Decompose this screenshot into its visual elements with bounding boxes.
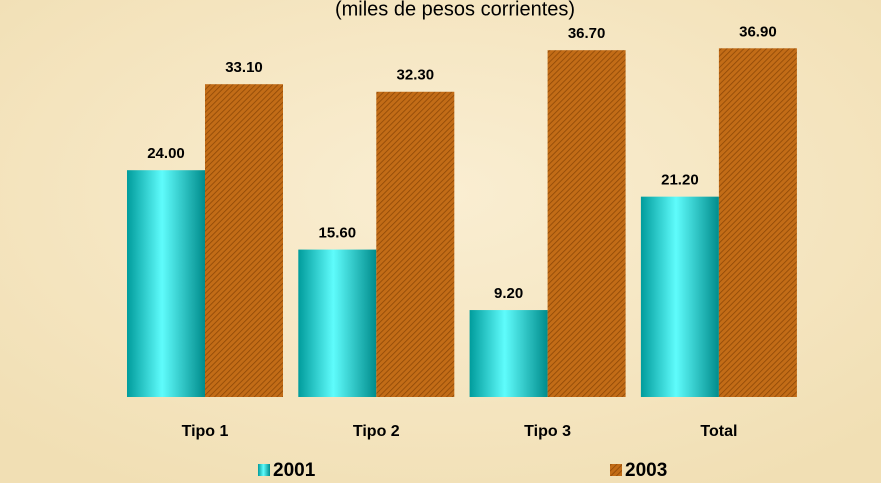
legend-swatch: [258, 464, 270, 476]
data-label: 24.00: [147, 145, 185, 162]
x-tick-label: Tipo 1: [182, 423, 229, 440]
bar: [298, 249, 377, 397]
bar: [469, 310, 548, 397]
data-label: 9.20: [494, 285, 523, 302]
bar: [205, 84, 283, 397]
legend-swatch: [610, 464, 622, 476]
x-tick-label: Total: [700, 423, 737, 440]
data-label: 36.70: [568, 25, 606, 42]
data-label: 33.10: [225, 59, 263, 76]
legend-label: 2003: [625, 460, 667, 481]
x-tick-label: Tipo 2: [353, 423, 400, 440]
bar: [547, 50, 626, 398]
bar: [640, 196, 719, 397]
legend-label: 2001: [273, 460, 316, 481]
data-label: 15.60: [319, 225, 357, 242]
bar: [718, 48, 797, 398]
data-label: 36.90: [739, 23, 777, 40]
x-tick-label: Tipo 3: [524, 423, 571, 440]
bar: [376, 91, 455, 397]
data-label: 21.20: [661, 172, 699, 189]
bar: [127, 170, 205, 397]
data-label: 32.30: [397, 67, 435, 84]
chart-subtitle: (miles de pesos corrientes): [335, 0, 575, 20]
